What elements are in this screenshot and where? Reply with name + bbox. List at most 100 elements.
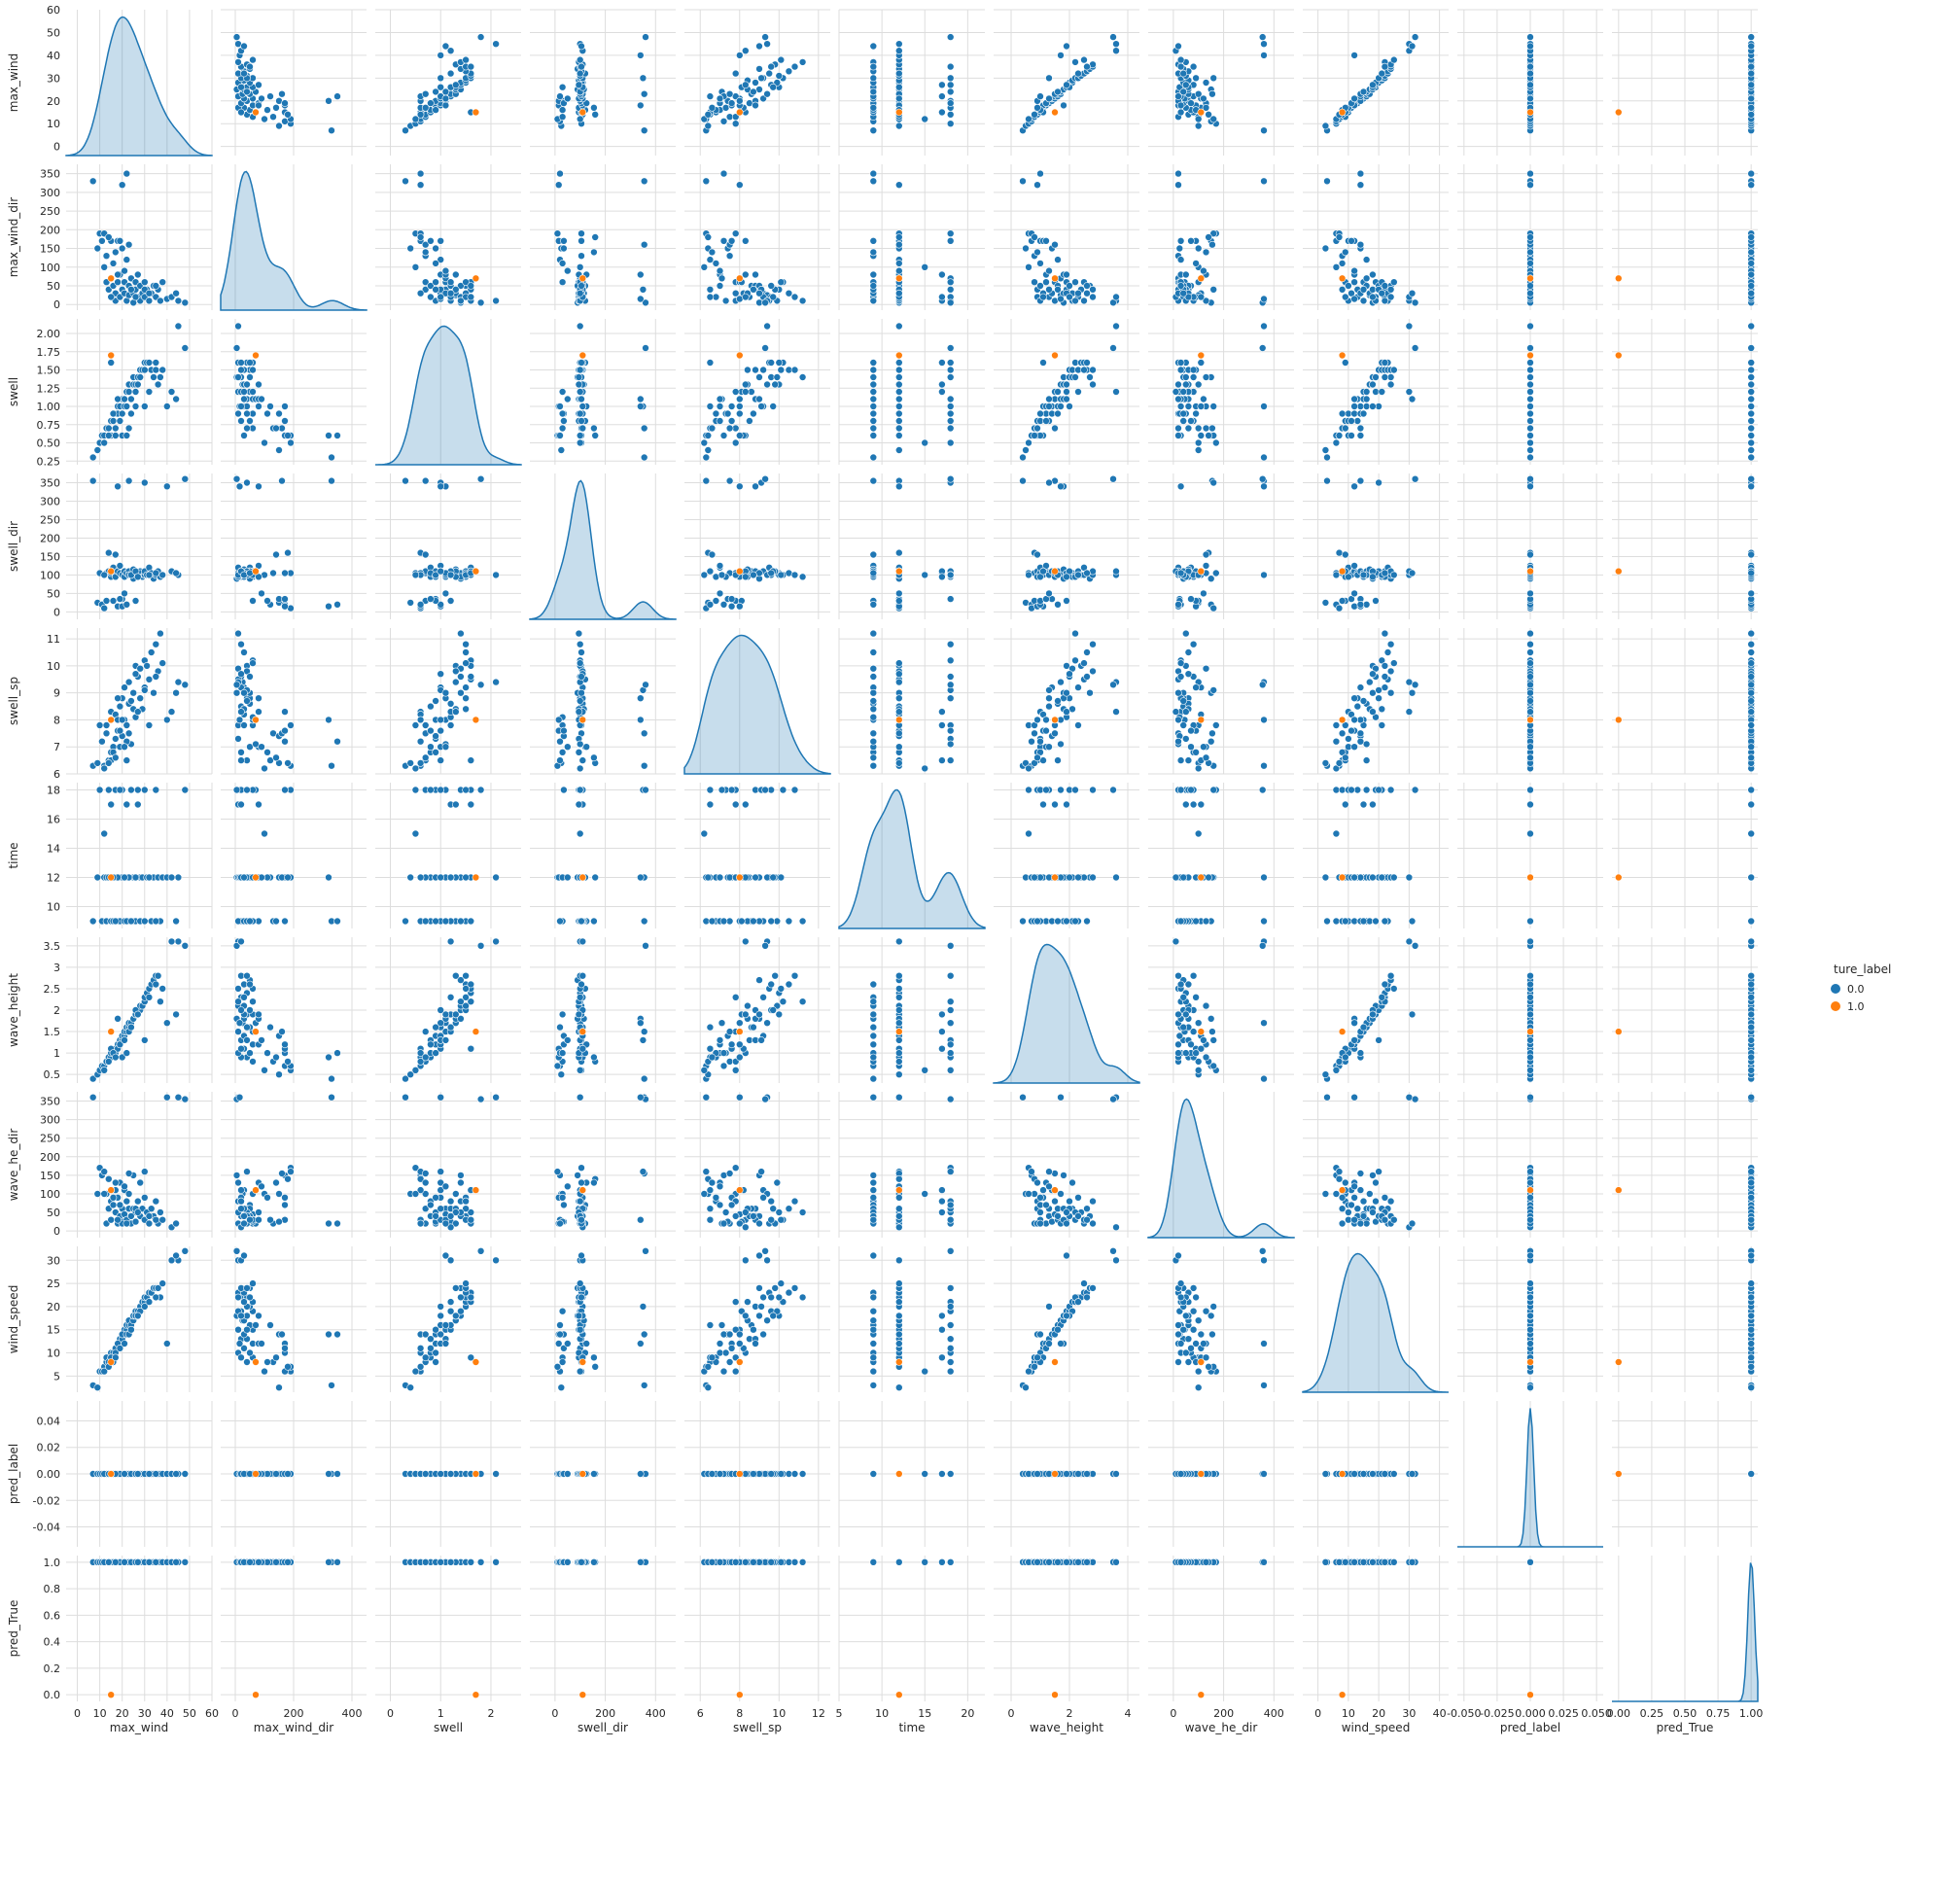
point-class0-swell_sp-max_wind xyxy=(116,702,124,711)
point-class0-swell_dir-time xyxy=(894,597,903,605)
point-class0-max_wind_dir-wave_he_dir xyxy=(1209,285,1217,294)
point-class0-swell-swell_dir xyxy=(576,409,584,418)
point-class0-swell_sp-max_wind xyxy=(118,716,126,724)
point-class0-swell-max_wind xyxy=(116,417,124,425)
point-class0-time-max_wind xyxy=(95,786,104,794)
point-class0-swell_dir-swell xyxy=(406,599,415,607)
point-class0-max_wind_dir-wind_speed xyxy=(1345,282,1352,290)
point-class0-max_wind_dir-wave_height xyxy=(1022,244,1030,253)
point-class0-swell_sp-max_wind xyxy=(121,743,128,752)
point-class0-swell-swell_dir xyxy=(640,424,648,433)
point-class0-swell_sp-max_wind_dir xyxy=(240,721,248,729)
point-class0-swell_dir-max_wind xyxy=(124,476,133,485)
point-class0-max_wind-wave_height xyxy=(1057,52,1065,59)
point-class0-max_wind_dir-wind_speed xyxy=(1381,297,1389,305)
point-class0-swell-wave_he_dir xyxy=(1202,424,1210,433)
point-class0-max_wind-swell_dir xyxy=(556,92,564,100)
point-class0-max_wind-swell_sp xyxy=(741,81,750,89)
point-class0-swell_sp-wind_speed xyxy=(1369,708,1377,716)
point-class0-max_wind_dir-wave_he_dir xyxy=(1176,237,1185,245)
point-class0-swell_sp-time xyxy=(894,659,903,667)
point-class0-time-swell xyxy=(446,873,455,882)
point-class0-max_wind-time xyxy=(894,83,903,91)
point-class0-swell-pred_True xyxy=(1747,446,1755,454)
point-class0-swell-wave_he_dir xyxy=(1200,395,1208,403)
point-class0-time-swell xyxy=(427,786,435,794)
point-class0-max_wind_dir-swell_dir xyxy=(642,298,649,307)
point-class1-max_wind-wind_speed xyxy=(1338,108,1347,117)
point-class0-swell_dir-max_wind xyxy=(163,482,171,491)
point-class0-max_wind-swell_sp xyxy=(763,40,771,49)
point-class0-max_wind-wave_he_dir xyxy=(1179,69,1187,78)
point-class0-swell-max_wind_dir xyxy=(246,417,254,425)
point-class0-max_wind_dir-wave_height xyxy=(1080,297,1088,305)
point-class0-swell_sp-max_wind xyxy=(124,729,133,738)
point-class0-swell-max_wind_dir xyxy=(325,432,332,439)
point-class0-time-max_wind_dir xyxy=(243,786,251,794)
point-class0-time-swell xyxy=(467,800,475,809)
point-class0-swell_sp-wave_height xyxy=(1045,743,1053,752)
point-class0-swell_sp-wave_height xyxy=(1074,721,1082,729)
point-class0-swell_sp-swell xyxy=(411,721,420,729)
point-class0-swell-swell_sp xyxy=(752,366,759,374)
point-class0-max_wind-wave_he_dir xyxy=(1200,94,1208,103)
point-class0-max_wind_dir-wave_height xyxy=(1051,240,1059,249)
point-class0-swell-wind_speed xyxy=(1372,388,1380,396)
point-class0-max_wind_dir-wind_speed xyxy=(1359,285,1368,294)
point-class1-time-max_wind xyxy=(107,873,115,882)
point-class0-max_wind_dir-swell_dir xyxy=(578,237,585,245)
point-class0-swell-max_wind xyxy=(118,409,126,418)
point-class0-time-swell xyxy=(437,786,445,794)
point-class0-max_wind_dir-swell_dir xyxy=(560,237,568,245)
point-class0-time-swell_dir xyxy=(563,873,572,882)
point-class0-max_wind-swell_sp xyxy=(777,55,786,64)
point-class0-max_wind-wave_height xyxy=(1033,104,1041,112)
point-class0-swell_sp-max_wind_dir xyxy=(234,629,242,638)
point-class0-swell-max_wind_dir xyxy=(240,388,248,396)
panel-swell_sp-vs-swell_sp xyxy=(683,634,831,775)
point-class0-max_wind_dir-swell xyxy=(421,285,430,294)
panel-swell_sp-vs-time xyxy=(869,629,955,773)
point-class1-swell_sp-max_wind xyxy=(107,716,115,724)
point-class0-swell_sp-wind_speed xyxy=(1375,694,1382,703)
point-class0-max_wind_dir-wind_speed xyxy=(1350,278,1358,287)
point-class0-swell_sp-max_wind xyxy=(158,659,166,667)
point-class0-max_wind_dir-swell_dir xyxy=(591,233,600,241)
point-class0-swell-max_wind xyxy=(109,417,118,425)
point-class0-swell-wave_he_dir xyxy=(1174,432,1182,439)
point-class0-time-max_wind xyxy=(134,786,142,794)
point-class0-swell_dir-pred_True xyxy=(1747,474,1755,483)
point-class0-swell_sp-max_wind_dir xyxy=(287,721,295,729)
point-class0-swell-swell_sp xyxy=(735,402,744,410)
point-class0-swell-time xyxy=(946,402,955,410)
point-class0-max_wind_dir-swell_dir xyxy=(578,229,585,237)
point-class0-swell_sp-swell xyxy=(467,756,475,764)
point-class0-swell-swell_dir xyxy=(576,366,584,374)
point-class0-swell-wave_height xyxy=(1063,380,1070,389)
point-class1-max_wind_dir-pred_label xyxy=(1526,274,1534,283)
point-class0-max_wind_dir-time xyxy=(946,298,955,307)
point-class0-max_wind_dir-swell xyxy=(427,282,435,290)
point-class0-max_wind-swell xyxy=(492,40,500,49)
point-class0-max_wind_dir-max_wind xyxy=(114,270,122,279)
point-class0-swell_sp-swell_dir xyxy=(578,648,585,656)
point-class0-swell-wave_height xyxy=(1063,388,1070,396)
point-class0-swell_sp-wave_he_dir xyxy=(1202,664,1210,673)
point-class0-time-swell_sp xyxy=(737,917,746,926)
point-class0-time-max_wind_dir xyxy=(246,917,254,926)
point-class0-swell_sp-time xyxy=(894,729,903,738)
point-class0-swell_sp-wave_height xyxy=(1074,683,1082,691)
point-class0-max_wind-time xyxy=(894,40,903,49)
point-class0-swell_dir-wave_he_dir xyxy=(1202,562,1210,570)
point-class0-max_wind-time xyxy=(894,94,903,103)
point-class0-max_wind-wind_speed xyxy=(1350,52,1358,59)
point-class0-max_wind_dir-wind_speed xyxy=(1356,181,1365,189)
point-class0-swell_dir-swell_sp xyxy=(761,474,769,483)
point-class0-time-max_wind xyxy=(107,800,115,809)
point-class0-max_wind-wave_he_dir xyxy=(1194,89,1203,98)
point-class1-swell_sp-pred_label xyxy=(1526,716,1534,724)
point-class0-max_wind_dir-swell_dir xyxy=(640,177,648,186)
point-class0-swell_dir-swell_sp xyxy=(708,550,717,559)
point-class0-max_wind_dir-swell_dir xyxy=(636,270,645,279)
point-class0-max_wind-wind_speed xyxy=(1369,81,1377,89)
